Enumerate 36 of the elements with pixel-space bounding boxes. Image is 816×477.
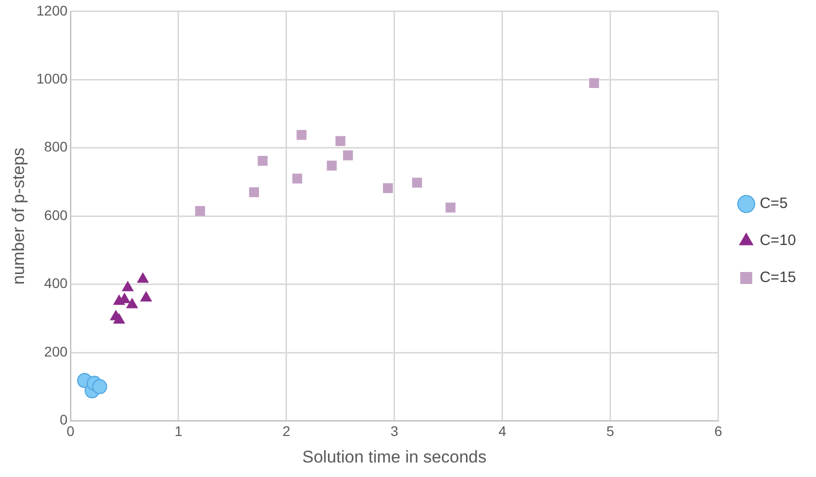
y-tick-label: 0	[60, 412, 68, 428]
point	[136, 272, 149, 283]
y-tick-label: 1000	[36, 70, 68, 86]
y-tick-label: 600	[44, 206, 68, 223]
point	[122, 280, 134, 292]
point	[195, 206, 206, 216]
point	[140, 290, 152, 302]
x-tick-label: 6	[714, 423, 722, 440]
point	[258, 156, 268, 166]
point	[335, 136, 346, 146]
y-tick-label: 400	[44, 275, 68, 292]
point	[446, 202, 456, 213]
point	[296, 130, 306, 140]
x-tick-label: 2	[282, 423, 291, 440]
y-tick-label: 1200	[36, 2, 68, 18]
y-tick-label: 800	[44, 138, 68, 155]
legend-label: C=15	[760, 269, 796, 286]
legend-label: C=10	[760, 232, 796, 250]
point	[113, 313, 126, 324]
point	[249, 187, 260, 198]
x-axis-title: Solution time in seconds	[302, 447, 487, 466]
point	[382, 183, 393, 194]
x-tick-label: 3	[390, 423, 398, 440]
point	[92, 379, 108, 394]
x-tick-label: 1	[174, 423, 183, 440]
y-tick-label: 200	[44, 343, 68, 360]
y-axis-title: number of p-steps	[8, 148, 28, 285]
legend-label: C=5	[760, 195, 788, 212]
point	[589, 78, 600, 88]
point	[126, 298, 138, 308]
x-tick-label: 5	[606, 423, 614, 440]
point	[343, 150, 353, 160]
point	[412, 178, 422, 188]
x-tick-label: 4	[498, 423, 506, 440]
point	[326, 160, 337, 171]
point	[292, 174, 302, 184]
